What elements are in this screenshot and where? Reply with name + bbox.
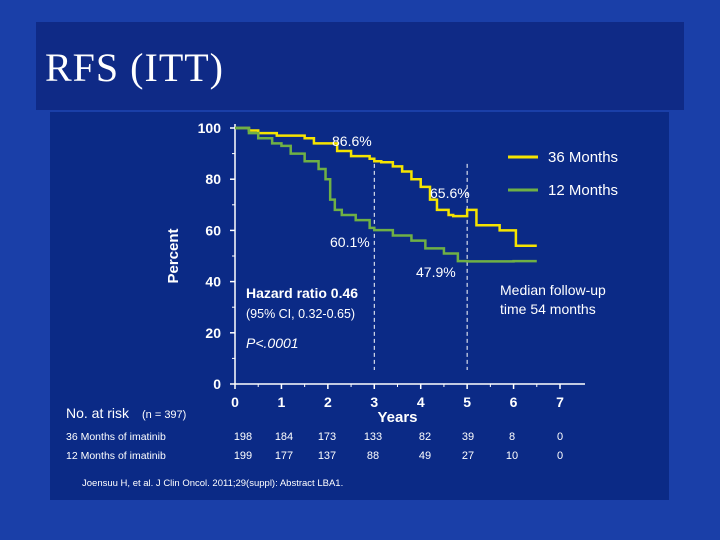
y-tick-label: 40 bbox=[205, 274, 221, 290]
series-line-12-months bbox=[235, 126, 537, 263]
title-bar: RFS (ITT) bbox=[36, 22, 684, 110]
risk-row-value: 184 bbox=[275, 431, 293, 443]
risk-row-value: 0 bbox=[557, 450, 563, 462]
citation: Joensuu H, et al. J Clin Oncol. 2011;29(… bbox=[82, 478, 343, 489]
annotation-12m-3yr: 60.1% bbox=[330, 234, 370, 250]
risk-row-value: 27 bbox=[462, 450, 474, 462]
y-tick-label: 80 bbox=[205, 171, 221, 187]
median-follow-up-line1: Median follow-up bbox=[500, 282, 606, 298]
median-follow-up-line2: time 54 months bbox=[500, 301, 596, 317]
x-tick-label: 4 bbox=[417, 394, 425, 410]
risk-row-value: 82 bbox=[419, 431, 431, 443]
risk-row-value: 177 bbox=[275, 450, 293, 462]
risk-row-value: 10 bbox=[506, 450, 518, 462]
x-tick-label: 5 bbox=[463, 394, 471, 410]
risk-row-value: 49 bbox=[419, 450, 431, 462]
risk-table-header: No. at risk bbox=[66, 405, 130, 421]
risk-row-value: 199 bbox=[234, 450, 252, 462]
x-axis-label: Years bbox=[377, 409, 417, 426]
annotation-36m-5yr: 65.6% bbox=[430, 185, 470, 201]
confidence-interval: (95% CI, 0.32-0.65) bbox=[246, 307, 355, 321]
x-tick-label: 2 bbox=[324, 394, 332, 410]
risk-row-value: 173 bbox=[318, 431, 336, 443]
risk-row-label: 36 Months of imatinib bbox=[66, 431, 166, 443]
x-tick-label: 1 bbox=[278, 394, 286, 410]
x-tick-label: 3 bbox=[370, 394, 378, 410]
risk-row-value: 8 bbox=[509, 431, 515, 443]
risk-row-value: 0 bbox=[557, 431, 563, 443]
y-tick-label: 20 bbox=[205, 325, 221, 341]
annotation-12m-5yr: 47.9% bbox=[416, 264, 456, 280]
x-tick-label: 7 bbox=[556, 394, 564, 410]
y-tick-label: 0 bbox=[213, 376, 221, 392]
x-tick-label: 6 bbox=[510, 394, 518, 410]
risk-table-n: (n = 397) bbox=[142, 409, 186, 421]
risk-row-value: 88 bbox=[367, 450, 379, 462]
risk-row-value: 39 bbox=[462, 431, 474, 443]
risk-row-value: 137 bbox=[318, 450, 336, 462]
annotation-36m-3yr: 86.6% bbox=[332, 133, 372, 149]
x-tick-label: 0 bbox=[231, 394, 239, 410]
slide-title: RFS (ITT) bbox=[45, 45, 224, 90]
risk-row-value: 198 bbox=[234, 431, 252, 443]
risk-row-label: 12 Months of imatinib bbox=[66, 450, 166, 462]
risk-row-value: 133 bbox=[364, 431, 382, 443]
y-tick-label: 100 bbox=[198, 120, 222, 136]
hazard-ratio: Hazard ratio 0.46 bbox=[246, 285, 358, 301]
series-line-36-months bbox=[235, 126, 537, 248]
y-tick-label: 60 bbox=[205, 222, 221, 238]
y-axis-label: Percent bbox=[165, 228, 182, 283]
p-value: P<.0001 bbox=[246, 335, 299, 351]
chart-panel: 0 20 40 60 80 100 0 1 2 3 4 5 6 7 Years Percent 36 Month… bbox=[50, 112, 669, 500]
legend-label-12-months: 12 Months bbox=[548, 182, 618, 199]
legend-label-36-months: 36 Months bbox=[548, 149, 618, 166]
